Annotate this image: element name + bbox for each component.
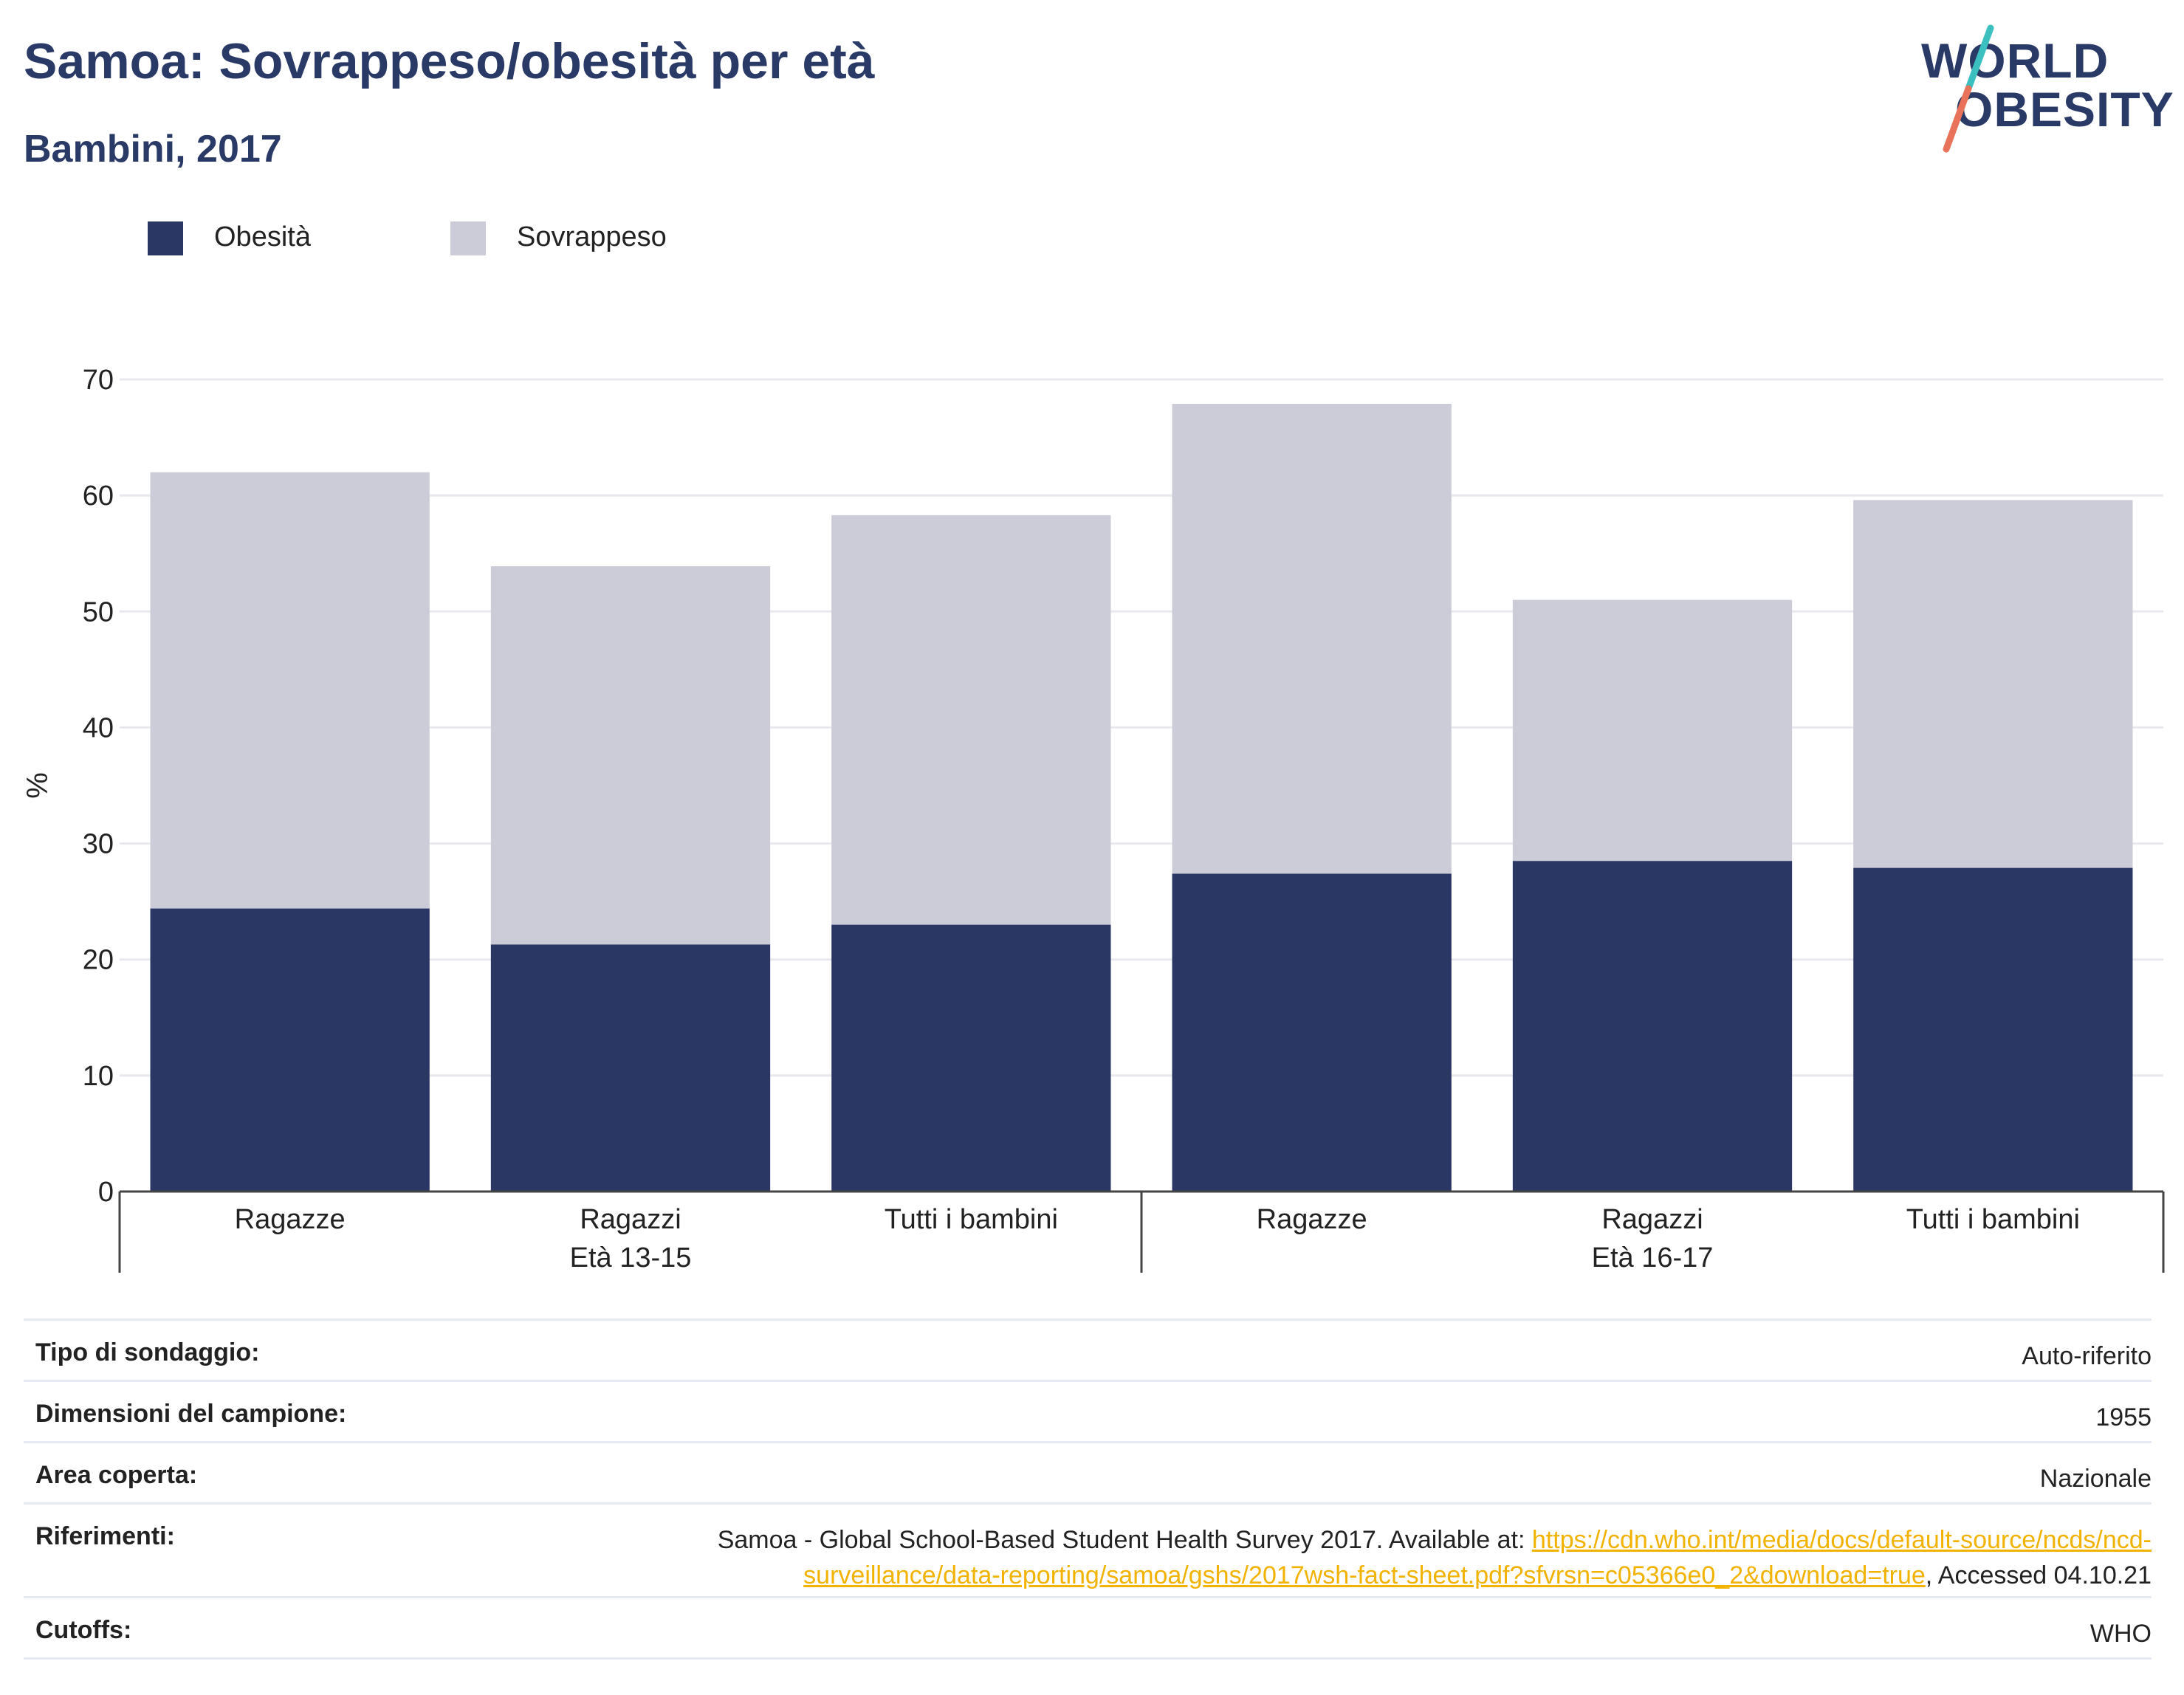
x-tick-label: Tutti i bambini bbox=[885, 1204, 1058, 1235]
bar-sovrappeso-5 bbox=[1512, 599, 1793, 862]
bar-sovrappeso-1 bbox=[150, 472, 430, 909]
bar-sovrappeso-3 bbox=[831, 515, 1111, 925]
chart-gridlines bbox=[120, 378, 2163, 1077]
chart-bars bbox=[150, 404, 2133, 1192]
bar-obesit-2 bbox=[490, 944, 771, 1192]
y-tick-label: 30 bbox=[83, 829, 114, 860]
world-obesity-logo: WORLD OBESITY bbox=[1920, 22, 2174, 155]
y-tick-label: 70 bbox=[83, 365, 114, 396]
bar-obesit-1 bbox=[150, 908, 430, 1192]
reference-line-1: Samoa - Global School-Based Student Heal… bbox=[718, 1522, 2152, 1558]
info-value-references: Samoa - Global School-Based Student Heal… bbox=[718, 1522, 2152, 1593]
bar-chart: 0 10 20 30 40 50 60 70% Ragazze Ragazzi Tutti i b… bbox=[21, 365, 2165, 1273]
page-title: Samoa: Sovrappeso/obesità per età bbox=[24, 33, 875, 89]
bar-sovrappeso-4 bbox=[1172, 404, 1452, 874]
info-row-area: Area coperta: Nazionale bbox=[24, 1441, 2152, 1502]
info-value: Nazionale bbox=[2039, 1465, 2152, 1493]
info-value: 1955 bbox=[2095, 1403, 2152, 1431]
info-row-cutoffs: Cutoffs: WHO bbox=[24, 1596, 2152, 1660]
y-tick-label: 10 bbox=[83, 1061, 114, 1092]
info-row-references: Riferimenti: Samoa - Global School-Based… bbox=[24, 1502, 2152, 1596]
x-tick-label: Ragazzi bbox=[1601, 1204, 1703, 1235]
info-table: Tipo di sondaggio: Auto-riferito Dimensi… bbox=[24, 1318, 2152, 1660]
bar-obesit-5 bbox=[1512, 861, 1793, 1192]
info-label: Dimensioni del campione: bbox=[35, 1400, 347, 1428]
legend-swatch-sovrappeso bbox=[450, 221, 486, 255]
legend-swatch-obesita bbox=[148, 221, 183, 255]
bar-sovrappeso-6 bbox=[1853, 500, 2133, 868]
reference-text: Samoa - Global School-Based Student Heal… bbox=[717, 1526, 1532, 1554]
y-tick-label: 20 bbox=[83, 945, 114, 976]
bar-sovrappeso-2 bbox=[490, 566, 771, 945]
reference-link[interactable]: https://cdn.who.int/media/docs/default-s… bbox=[1531, 1526, 2152, 1554]
x-tick-label: Tutti i bambini bbox=[1906, 1204, 2080, 1235]
x-tick-label: Ragazzi bbox=[580, 1204, 681, 1235]
y-axis-label: % bbox=[21, 772, 54, 799]
x-group-label: Età 16-17 bbox=[1592, 1242, 1714, 1273]
logo-line-world: WORLD bbox=[1921, 33, 2109, 88]
x-axis: Ragazze Ragazzi Tutti i bambini Ragazze Raga… bbox=[118, 1190, 2165, 1273]
legend-label-obesita: Obesità bbox=[214, 221, 311, 252]
legend-label-sovrappeso: Sovrappeso bbox=[517, 221, 667, 252]
bar-obesit-4 bbox=[1172, 873, 1452, 1192]
page-subtitle: Bambini, 2017 bbox=[24, 128, 282, 171]
y-tick-label: 60 bbox=[83, 481, 114, 512]
logo-line-obesity: OBESITY bbox=[1955, 82, 2174, 137]
info-value: Auto-riferito bbox=[2022, 1342, 2152, 1370]
y-tick-label: 0 bbox=[98, 1177, 114, 1208]
info-label: Riferimenti: bbox=[35, 1522, 175, 1550]
info-row-survey-type: Tipo di sondaggio: Auto-riferito bbox=[24, 1318, 2152, 1380]
y-tick-label: 50 bbox=[83, 596, 114, 628]
reference-line-2: surveillance/data-reporting/samoa/gshs/2… bbox=[718, 1558, 2152, 1593]
reference-accessed: , Accessed 04.10.21 bbox=[1925, 1561, 2152, 1589]
info-value: WHO bbox=[2089, 1620, 2152, 1648]
y-tick-label: 40 bbox=[83, 712, 114, 743]
logo-slash-icon bbox=[1943, 24, 1994, 153]
reference-link[interactable]: surveillance/data-reporting/samoa/gshs/2… bbox=[803, 1561, 1926, 1589]
info-label: Tipo di sondaggio: bbox=[35, 1338, 260, 1366]
info-row-sample-size: Dimensioni del campione: 1955 bbox=[24, 1380, 2152, 1441]
x-group-label: Età 13-15 bbox=[570, 1242, 692, 1273]
y-axis: 0 10 20 30 40 50 60 70% bbox=[21, 365, 114, 1208]
x-tick-label: Ragazze bbox=[235, 1204, 346, 1235]
bar-obesit-3 bbox=[831, 924, 1111, 1192]
bar-obesit-6 bbox=[1853, 867, 2133, 1192]
x-tick-label: Ragazze bbox=[1257, 1204, 1367, 1235]
info-label: Cutoffs: bbox=[35, 1616, 132, 1644]
info-label: Area coperta: bbox=[35, 1461, 198, 1489]
